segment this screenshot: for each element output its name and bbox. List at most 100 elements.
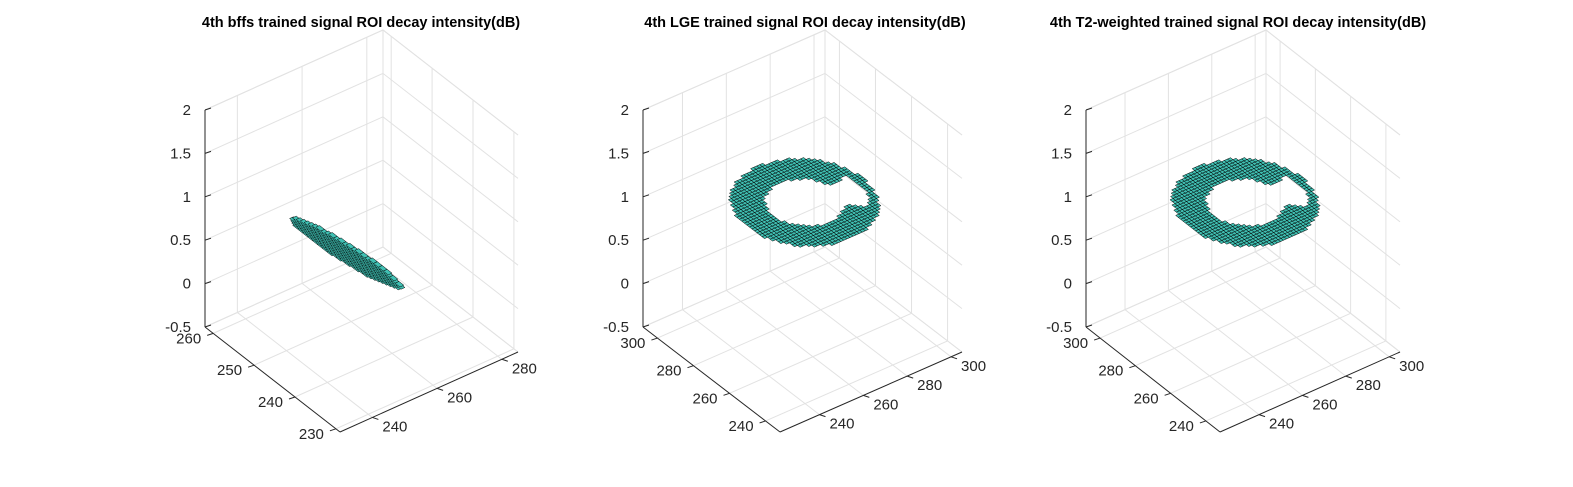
y-axis-line	[204, 326, 341, 433]
y-tick-label: 300	[1063, 335, 1088, 352]
box-back-floor-edge	[204, 246, 519, 353]
y-tick-mark	[288, 396, 296, 400]
surface-cell	[1297, 204, 1304, 209]
x-tick-mark	[863, 394, 870, 398]
surface-cell	[1291, 204, 1299, 209]
surface-cell	[1252, 158, 1259, 163]
x-tick-mark	[1302, 394, 1309, 398]
box-back-floor-edge	[1085, 246, 1401, 353]
z-tick-label: 0	[1064, 276, 1072, 293]
z-tick-label: 1.5	[1051, 145, 1072, 162]
surface-cell	[1232, 157, 1239, 162]
z-tick-mark	[642, 237, 650, 241]
surface-cell	[1241, 157, 1248, 162]
surface-cell	[1226, 157, 1234, 162]
x-tick-mark	[1388, 356, 1396, 360]
x-tick-label: 280	[512, 360, 537, 377]
y-tick-mark	[687, 365, 694, 369]
box-back-floor-edge	[642, 246, 963, 353]
surface-cell	[785, 157, 793, 162]
surface-cell	[805, 224, 813, 229]
y-tick-label: 260	[692, 390, 717, 407]
x-tick-label: 240	[829, 416, 854, 433]
y-tick-label: 250	[217, 362, 242, 379]
z-tick-mark	[1085, 281, 1093, 285]
z-tick-label: 1.5	[608, 145, 629, 162]
y-tick-mark	[651, 337, 658, 341]
surface-cell	[1281, 166, 1288, 171]
y-tick-mark	[1164, 392, 1171, 396]
y-tick-mark	[329, 428, 337, 432]
surface-cell	[1221, 220, 1229, 225]
surface-cell	[791, 157, 798, 162]
surface-cell	[816, 158, 824, 163]
z-tick-mark	[1085, 237, 1093, 241]
z-tick-label: 1	[183, 189, 191, 206]
x-tick-label: 240	[382, 418, 407, 435]
y-tick-label: 240	[1169, 418, 1194, 435]
y-tick-mark	[207, 332, 214, 336]
x-tick-mark	[501, 358, 508, 362]
z-tick-mark	[1085, 150, 1093, 154]
z-tick-label: 0.5	[608, 232, 629, 249]
z-tick-mark	[642, 150, 650, 154]
y-tick-label: 280	[656, 363, 681, 380]
z-tick-mark	[642, 324, 650, 328]
x-tick-mark	[372, 416, 379, 420]
x-tick-label: 240	[1269, 416, 1294, 433]
surface-cell	[811, 158, 818, 163]
plot-title-t2: 4th T2-weighted trained signal ROI decay…	[1050, 15, 1426, 31]
y-tick-label: 240	[729, 418, 754, 435]
surface-cell	[1229, 222, 1237, 227]
surface-cell	[841, 166, 848, 171]
x-tick-mark	[819, 414, 826, 418]
y-tick-mark	[759, 420, 766, 424]
x-tick-label: 300	[961, 358, 986, 375]
surface-cell	[830, 162, 838, 166]
z-tick-mark	[204, 107, 212, 111]
surface-cell	[1246, 157, 1254, 162]
z-tick-label: 2	[183, 102, 191, 119]
surface-cell	[354, 248, 365, 255]
surface-cell	[800, 157, 807, 162]
y-tick-mark	[723, 392, 730, 396]
surface-cell	[780, 220, 788, 225]
surface-cell	[774, 159, 781, 164]
z-tick-label: -0.5	[165, 319, 191, 336]
x-tick-mark	[907, 375, 914, 379]
plot-title-lge: 4th LGE trained signal ROI decay intensi…	[644, 15, 966, 31]
surface-cell	[851, 204, 859, 209]
x-axis-line	[339, 351, 519, 433]
surface-cell	[1271, 162, 1278, 166]
surface-cell	[854, 172, 861, 177]
plot-panel-bffs: 4th bffs trained signal ROI decay intens…	[165, 15, 537, 443]
z-tick-mark	[642, 107, 650, 111]
y-tick-label: 240	[258, 394, 283, 411]
z-tick-label: -0.5	[1046, 319, 1072, 336]
z-tick-mark	[642, 194, 650, 198]
surface-cell	[1215, 159, 1222, 164]
z-tick-label: 0.5	[170, 232, 191, 249]
y-tick-label: 260	[176, 330, 201, 347]
surface-cell	[814, 223, 822, 228]
surface-cell	[846, 203, 853, 208]
z-tick-label: 0	[183, 276, 191, 293]
z-tick-mark	[1085, 194, 1093, 198]
surface-cell	[1246, 224, 1253, 229]
y-tick-mark	[1199, 420, 1207, 424]
x-tick-mark	[1258, 414, 1266, 418]
x-tick-label: 300	[1399, 358, 1424, 375]
x-tick-label: 260	[1312, 396, 1337, 413]
surface-cell	[1240, 224, 1248, 228]
surface-cell	[805, 157, 813, 162]
y-tick-mark	[247, 364, 255, 368]
y-axis-line	[1085, 326, 1221, 433]
surface-cell	[800, 224, 807, 228]
surface-cell	[1257, 158, 1265, 163]
y-axis-line	[642, 326, 781, 433]
surface-cell	[336, 237, 347, 244]
z-tick-label: 1	[621, 189, 629, 206]
z-tick-label: -0.5	[603, 319, 629, 336]
z-tick-mark	[204, 281, 212, 285]
